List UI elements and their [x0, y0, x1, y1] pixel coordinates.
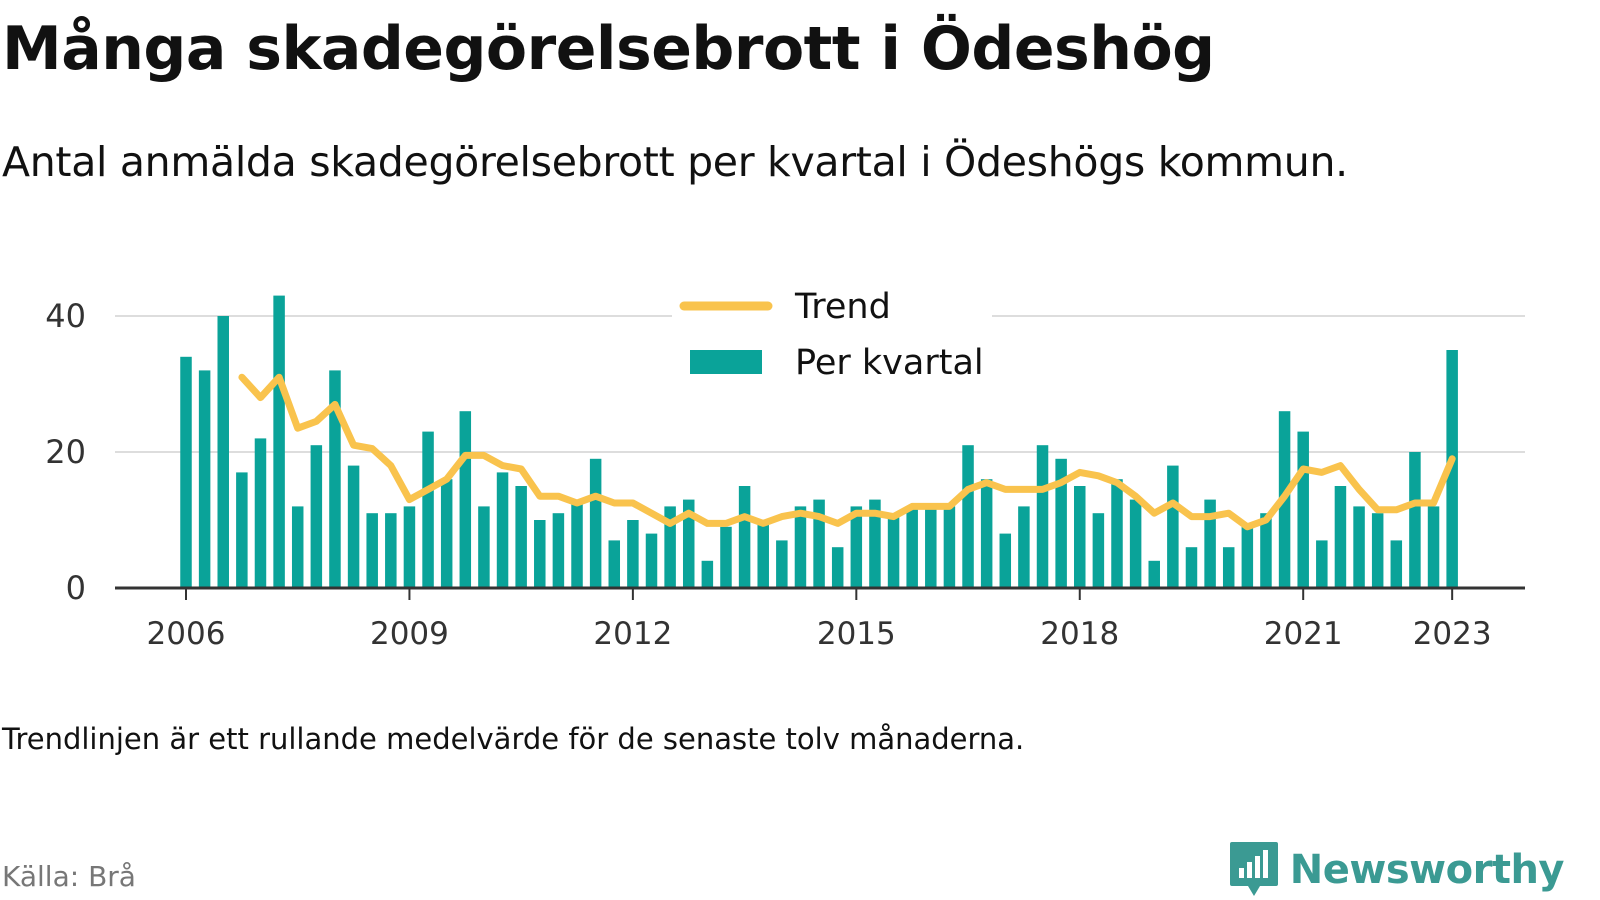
bar [1111, 479, 1123, 588]
bar [1353, 506, 1365, 588]
y-tick-label: 40 [45, 297, 86, 335]
bar [1446, 350, 1458, 588]
bar [366, 513, 378, 588]
legend-bar-swatch [690, 350, 762, 374]
bar [1297, 431, 1309, 588]
legend: Trend Per kvartal [672, 287, 992, 398]
bar [254, 438, 267, 588]
bar [850, 506, 863, 588]
bar [198, 370, 211, 588]
bar [757, 520, 769, 588]
bar [515, 486, 527, 588]
bar [887, 513, 900, 588]
bar [273, 295, 285, 588]
axes: 0 20 40 2006 2009 2012 2015 2018 2021 2023 [45, 297, 1525, 652]
bar [1167, 465, 1179, 588]
bar [682, 499, 695, 588]
bar [1185, 547, 1198, 588]
x-tick-label: 2009 [370, 616, 449, 652]
bar [571, 499, 583, 588]
x-tick-label: 2006 [147, 616, 226, 652]
brand-name: Newsworthy [1289, 847, 1565, 893]
bar [589, 458, 602, 588]
bar [794, 506, 807, 588]
bar [720, 526, 732, 588]
source-credit: Källa: Brå [2, 860, 136, 893]
footnote: Trendlinjen är ett rullande medelvärde f… [2, 722, 1025, 756]
bar [1222, 547, 1235, 588]
bar [776, 540, 788, 588]
bar [1074, 486, 1086, 588]
y-tick-label: 0 [66, 569, 86, 607]
bar [385, 513, 397, 588]
x-tick-label: 2023 [1413, 616, 1492, 652]
bar [701, 560, 714, 588]
bar [813, 499, 825, 588]
x-tick-label: 2012 [593, 616, 672, 652]
chart-subtitle: Antal anmälda skadegörelsebrott per kvar… [2, 138, 1348, 186]
bar [1129, 499, 1142, 588]
x-tick-label: 2018 [1040, 616, 1119, 652]
bar [1260, 513, 1272, 588]
bar [347, 465, 360, 588]
bar [236, 472, 248, 588]
bar [999, 533, 1012, 588]
brand-logo: Newsworthy [1228, 840, 1565, 900]
bar [1148, 560, 1160, 588]
bar [627, 520, 639, 588]
bar [1018, 506, 1030, 588]
bar [869, 499, 881, 588]
y-tick-label: 20 [45, 433, 86, 471]
bar [1036, 445, 1049, 588]
bar [1390, 540, 1403, 588]
bar [1241, 526, 1254, 588]
bar [1371, 513, 1384, 588]
bar [403, 506, 416, 588]
bar [608, 540, 621, 588]
bar [478, 506, 490, 588]
bar [291, 506, 304, 588]
chart-area: 0 20 40 2006 2009 2012 2015 2018 2021 2023 Trend … [45, 287, 1525, 652]
bar [738, 486, 751, 588]
bar [962, 445, 974, 588]
bar [422, 431, 434, 588]
bar [1055, 458, 1067, 588]
trend-series [238, 373, 1456, 531]
bar [552, 513, 565, 588]
bar [1409, 452, 1421, 588]
bar [906, 506, 918, 588]
bar [1427, 506, 1440, 588]
x-tick-label: 2021 [1264, 616, 1343, 652]
bar [1334, 486, 1347, 588]
bar [1092, 513, 1105, 588]
legend-bar-label: Per kvartal [795, 343, 984, 383]
bar [1204, 499, 1216, 588]
bar [831, 547, 844, 588]
bar [496, 472, 509, 588]
chart-title: Många skadegörelsebrott i Ödeshög [2, 14, 1215, 84]
bar [534, 520, 546, 588]
bar [943, 506, 956, 588]
trend-line [238, 373, 1456, 531]
bar [440, 479, 453, 588]
bar [664, 506, 676, 588]
bar [645, 533, 658, 588]
bar [310, 445, 323, 588]
x-tick-label: 2015 [817, 616, 896, 652]
bar [1316, 540, 1328, 588]
bar [459, 411, 472, 588]
bar [180, 356, 192, 588]
bar [980, 479, 993, 588]
bar [217, 316, 229, 588]
bar [925, 506, 937, 588]
newsworthy-logo-icon [1229, 842, 1278, 896]
legend-trend-label: Trend [794, 287, 891, 327]
bar [329, 370, 341, 588]
